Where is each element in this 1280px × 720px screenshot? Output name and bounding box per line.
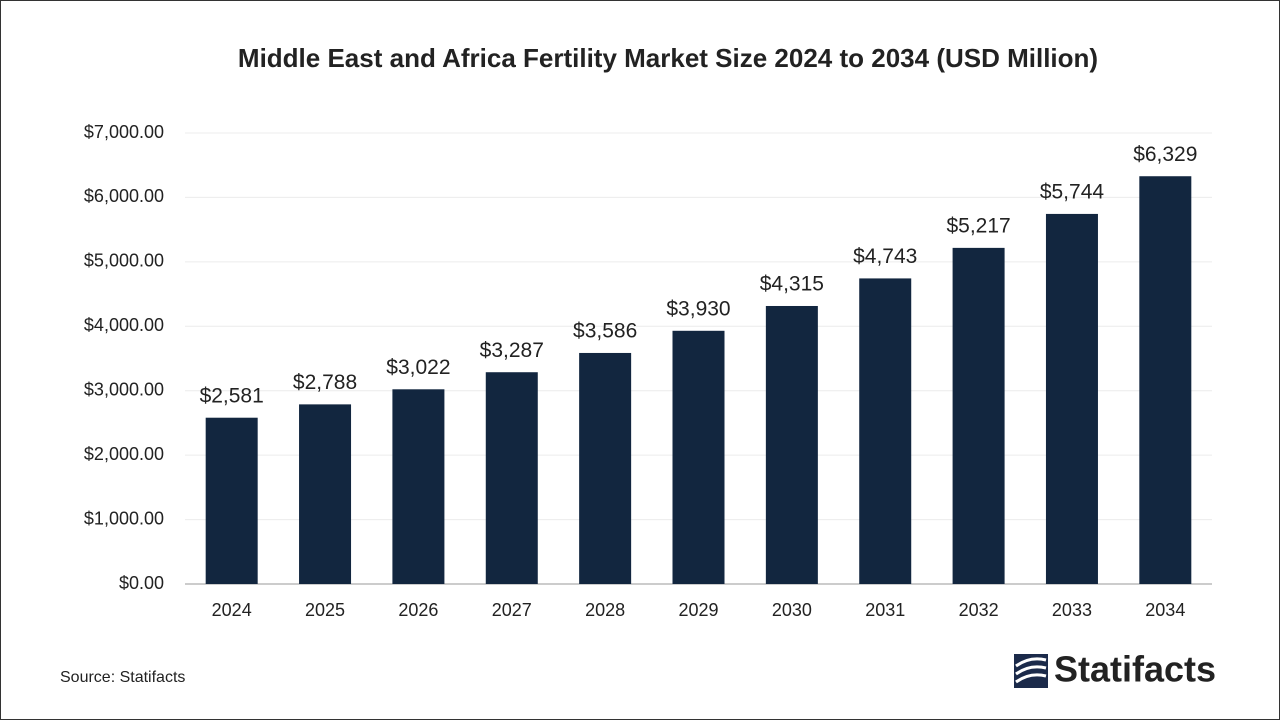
chart-title: Middle East and Africa Fertility Market … [238, 43, 1098, 73]
value-label: $5,744 [1040, 180, 1105, 203]
value-label: $3,930 [666, 297, 730, 320]
y-tick-label: $1,000.00 [84, 508, 164, 528]
x-tick-label: 2032 [959, 600, 999, 620]
x-tick-label: 2027 [492, 600, 532, 620]
x-tick-label: 2033 [1052, 600, 1092, 620]
x-tick-label: 2029 [678, 600, 718, 620]
x-tick-label: 2030 [772, 600, 812, 620]
value-label: $4,743 [853, 245, 917, 268]
value-label: $5,217 [946, 214, 1010, 237]
value-label: $3,586 [573, 320, 637, 343]
value-label: $4,315 [760, 273, 824, 296]
y-tick-label: $6,000.00 [84, 186, 164, 206]
value-label: $2,581 [200, 384, 264, 407]
logo-text: Statifacts [1054, 649, 1216, 690]
bar [765, 305, 818, 584]
logo-icon [1014, 654, 1048, 688]
source: Source: Statifacts [60, 669, 185, 686]
value-label: $6,329 [1133, 143, 1197, 166]
bar [672, 330, 725, 584]
x-tick-label: 2034 [1145, 600, 1185, 620]
bar [859, 278, 912, 584]
y-tick-label: $5,000.00 [84, 251, 164, 271]
x-tick-label: 2025 [305, 600, 345, 620]
bar [952, 247, 1005, 584]
bar [1139, 176, 1192, 584]
x-tick-label: 2028 [585, 600, 625, 620]
x-tick-label: 2024 [212, 600, 252, 620]
bar [205, 417, 258, 584]
value-label: $3,287 [480, 339, 544, 362]
bar [485, 372, 538, 584]
x-tick-label: 2026 [398, 600, 438, 620]
bar [392, 389, 445, 584]
bar [579, 352, 632, 584]
bar [299, 404, 352, 584]
y-tick-label: $7,000.00 [84, 122, 164, 142]
y-tick-label: $0.00 [119, 573, 164, 593]
value-label: $2,788 [293, 371, 357, 394]
y-tick-label: $4,000.00 [84, 315, 164, 335]
y-tick-label: $2,000.00 [84, 444, 164, 464]
value-label: $3,022 [386, 356, 450, 379]
y-tick-label: $3,000.00 [84, 379, 164, 399]
bar [1045, 213, 1098, 584]
x-tick-label: 2031 [865, 600, 905, 620]
